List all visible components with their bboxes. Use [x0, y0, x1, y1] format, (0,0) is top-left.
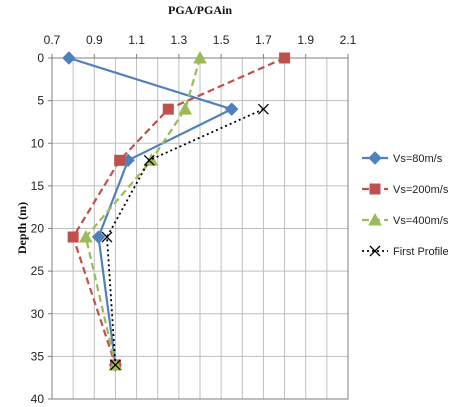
x-marker-stroke	[101, 231, 113, 243]
x-marker-stroke	[369, 245, 381, 257]
legend-swatch-marker	[368, 151, 382, 165]
series-4-line	[106, 108, 264, 365]
x-marker-stroke	[143, 154, 155, 166]
series-3-point	[178, 102, 193, 115]
x-tick-label: 1.3	[171, 33, 188, 47]
x-axis-ticks: 0.7 0.9 1.1 1.3 1.5 1.7 1.9 2.1	[44, 33, 357, 58]
series-4-point	[143, 154, 155, 166]
series-3-point	[78, 229, 93, 243]
series-1-point	[225, 102, 239, 116]
y-tick-label: 25	[31, 264, 45, 278]
legend-swatch-marker	[368, 212, 382, 226]
y-tick-label: 15	[31, 179, 45, 193]
y-axis-ticks: 0 5 10 15 20 25 30 35 40	[31, 51, 52, 406]
series-layer	[62, 50, 291, 372]
series-4-point	[257, 103, 269, 115]
y-tick-label: 10	[31, 136, 45, 150]
legend-item: Vs=80m/s	[362, 151, 443, 165]
legend-item: Vs=400m/s	[362, 212, 449, 227]
x-tick-label: 1.7	[255, 33, 272, 47]
y-axis-label: Depth (m)	[15, 202, 29, 254]
legend-swatch-marker	[369, 183, 381, 195]
legend-label: Vs=80m/s	[393, 153, 443, 165]
series-2-point	[279, 52, 291, 64]
legend-label: First Profile	[393, 246, 449, 258]
x-marker-stroke	[109, 359, 121, 371]
legend-swatch-marker	[369, 245, 381, 257]
y-tick-label: 5	[37, 94, 44, 108]
x-marker-stroke	[257, 103, 269, 115]
series-2-line	[72, 56, 286, 366]
series-4-point	[101, 231, 113, 243]
x-tick-label: 1.5	[213, 33, 230, 47]
x-tick-label: 0.7	[44, 33, 61, 47]
legend-item: First Profile	[362, 245, 449, 258]
x-tick-label: 2.1	[340, 33, 357, 47]
chart-title: PGA/PGAin	[168, 3, 232, 17]
legend: Vs=80m/s Vs=200m/s Vs=400m/s First Profile	[362, 151, 449, 258]
series-3-point	[193, 50, 207, 64]
x-tick-label: 1.9	[297, 33, 314, 47]
y-tick-label: 20	[31, 222, 45, 236]
series-4-point	[109, 359, 121, 371]
legend-item: Vs=200m/s	[362, 183, 449, 196]
legend-label: Vs=200m/s	[393, 184, 449, 196]
series-4	[101, 103, 269, 371]
series-2-point	[67, 231, 79, 243]
y-tick-label: 30	[31, 307, 45, 321]
series-2-point	[162, 103, 174, 115]
series-1-point	[91, 230, 106, 244]
y-tick-label: 40	[31, 392, 45, 406]
legend-label: Vs=400m/s	[393, 215, 449, 227]
y-tick-label: 35	[31, 349, 45, 363]
y-tick-label: 0	[37, 51, 44, 65]
x-tick-label: 0.9	[86, 33, 103, 47]
x-tick-label: 1.1	[128, 33, 145, 47]
series-2-point	[114, 154, 126, 166]
series-1-point	[62, 51, 76, 65]
